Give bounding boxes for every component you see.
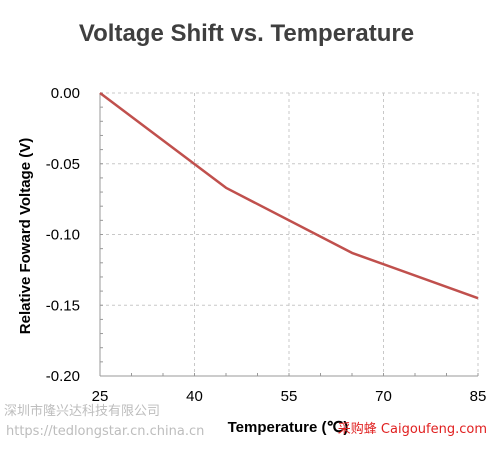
chart-title: Voltage Shift vs. Temperature — [78, 20, 415, 47]
y-tick-label: -0.10 — [46, 227, 80, 244]
grid-layer — [100, 92, 479, 376]
axis-layer — [99, 92, 479, 377]
y-tick-label: 0.00 — [51, 85, 80, 102]
series-line — [99, 92, 479, 300]
x-axis-label: Temperature (℃) — [228, 419, 349, 436]
x-tick-label: 70 — [375, 388, 392, 405]
series-layer — [99, 92, 479, 300]
x-tick-label: 25 — [92, 388, 109, 405]
watermark-caigoufeng: 采购蜂 Caigoufeng.com — [337, 422, 487, 437]
watermark-company: 深圳市隆兴达科技有限公司 — [4, 404, 161, 419]
y-tick-label: -0.20 — [46, 368, 80, 385]
watermark-url: https://tedlongstar.cn.china.cn — [6, 424, 205, 439]
x-tick-label: 55 — [281, 388, 298, 405]
y-axis-label: Relative Foward Voltage (V) — [17, 138, 34, 334]
tick-labels: 0.00 -0.05 -0.10 -0.15 -0.20 25 40 55 70 85 — [46, 85, 487, 405]
x-tick-label: 85 — [470, 388, 487, 405]
x-tick-label: 40 — [186, 388, 203, 405]
y-tick-label: -0.15 — [46, 297, 80, 314]
y-tick-label: -0.05 — [46, 156, 80, 173]
